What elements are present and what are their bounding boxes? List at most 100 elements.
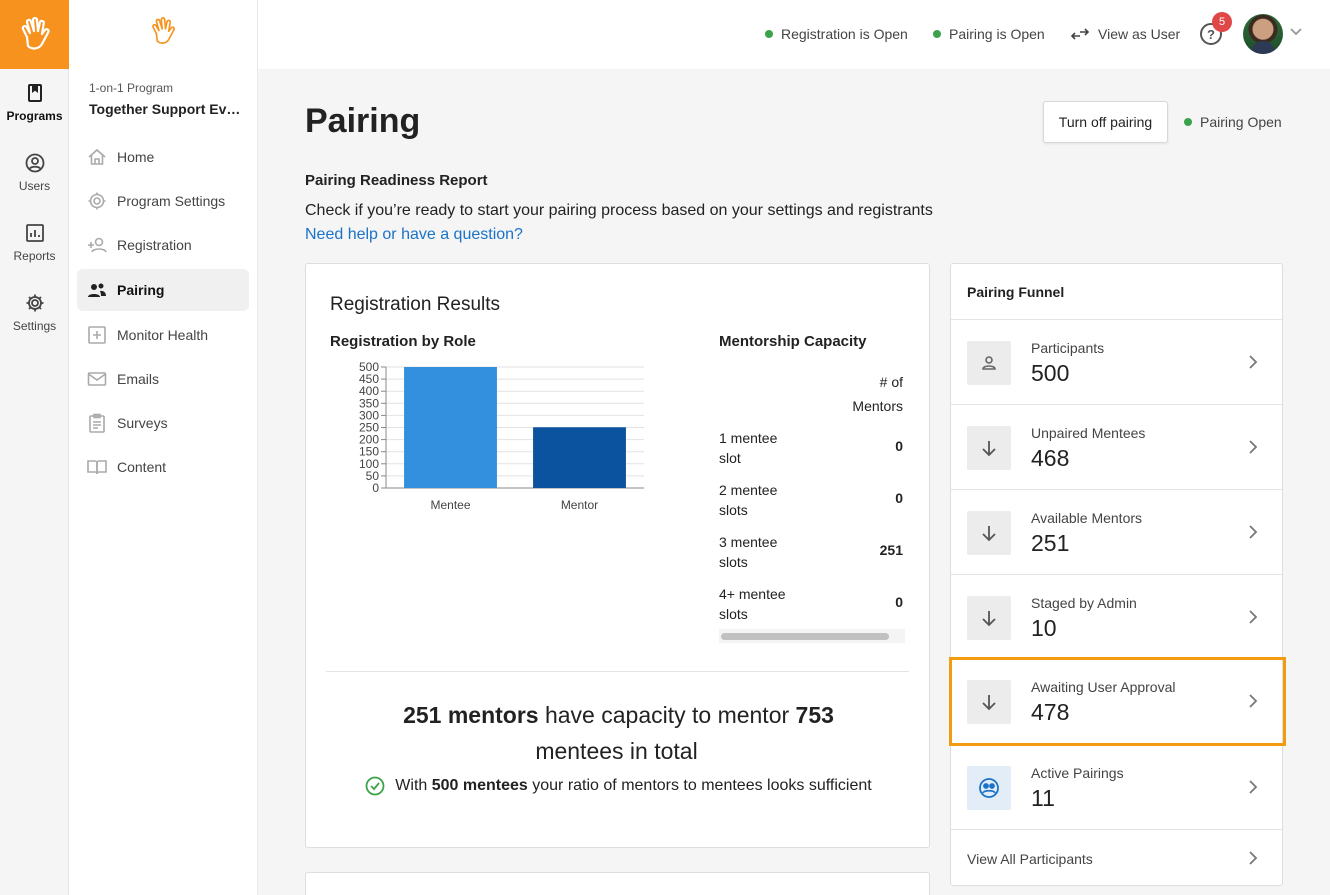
- bar-chart-icon: [25, 224, 44, 242]
- sidebar-item-monitor-health[interactable]: Monitor Health: [77, 314, 249, 356]
- y-tick-label: 300: [359, 408, 379, 422]
- person-icon: [982, 356, 996, 370]
- rail-item-settings[interactable]: Settings: [0, 293, 69, 333]
- rail-item-users[interactable]: Users: [0, 153, 69, 193]
- y-tick-label: 0: [372, 481, 379, 495]
- arrow-down-icon: [982, 611, 996, 627]
- sidebar-item-home[interactable]: Home: [77, 136, 249, 178]
- chevron-right-icon: [1249, 440, 1258, 454]
- registration-by-role-title: Registration by Role: [330, 333, 476, 350]
- hand-logo-icon: [152, 17, 175, 44]
- gear-icon: [88, 192, 106, 210]
- mail-icon: [87, 372, 107, 386]
- y-tick-label: 150: [359, 445, 379, 459]
- sidebar-item-content[interactable]: Content: [77, 446, 249, 488]
- rail-item-programs[interactable]: Programs: [0, 70, 69, 140]
- funnel-row-unpaired-mentees[interactable]: Unpaired Mentees 468: [951, 404, 1282, 489]
- app-logo[interactable]: [0, 0, 69, 69]
- registration-results-card: Registration Results Registration by Rol…: [305, 263, 930, 848]
- check-circle-icon: [365, 776, 385, 796]
- sidebar-item-label: Pairing: [117, 282, 165, 298]
- scrollbar-thumb[interactable]: [721, 633, 889, 640]
- y-tick-label: 400: [359, 384, 379, 398]
- status-dot-icon: [1184, 118, 1192, 126]
- registration-status: Registration is Open: [765, 26, 908, 42]
- program-sidebar: 1-on-1 Program Together Support Ev… Home…: [69, 0, 258, 895]
- home-icon: [88, 148, 106, 165]
- rail-item-label: Settings: [12, 319, 57, 333]
- status-dot-icon: [765, 30, 773, 38]
- arrow-down-icon: [982, 695, 996, 711]
- sidebar-item-program-settings[interactable]: Program Settings: [77, 180, 249, 222]
- sidebar-item-label: Emails: [117, 371, 160, 387]
- capacity-scrollbar[interactable]: [719, 629, 905, 643]
- x-tick-label: Mentee: [430, 498, 470, 512]
- sidebar-item-label: Home: [117, 149, 155, 165]
- sidebar-item-label: Content: [117, 459, 167, 475]
- rail-item-reports[interactable]: Reports: [0, 223, 69, 263]
- chevron-right-icon: [1249, 694, 1258, 708]
- funnel-row-participants[interactable]: Participants 500: [951, 319, 1282, 404]
- mentorship-capacity-title: Mentorship Capacity: [719, 333, 867, 350]
- sidebar-item-surveys[interactable]: Surveys: [77, 402, 249, 444]
- arrow-down-icon: [982, 526, 996, 542]
- y-tick-label: 350: [359, 396, 379, 410]
- add-user-icon: [88, 237, 107, 253]
- funnel-row-active-pairings[interactable]: Active Pairings 11: [951, 744, 1282, 829]
- funnel-row-available-mentors[interactable]: Available Mentors 251: [951, 489, 1282, 574]
- pairing-funnel-card: Pairing Funnel Participants 500 Unpaired…: [949, 263, 1286, 886]
- book-icon: [27, 84, 42, 102]
- y-tick-label: 500: [359, 360, 379, 374]
- health-cross-icon: [88, 326, 106, 344]
- user-circle-icon: [25, 153, 44, 173]
- hand-logo-icon: [21, 16, 50, 50]
- help-icon[interactable]: ?: [1200, 23, 1222, 45]
- program-type: 1-on-1 Program: [89, 81, 174, 95]
- bar-mentor: [533, 427, 626, 488]
- capacity-header: # of Mentors: [852, 374, 903, 414]
- chevron-right-icon: [1249, 610, 1258, 624]
- sidebar-item-emails[interactable]: Emails: [77, 358, 249, 400]
- pairing-funnel-title: Pairing Funnel: [967, 284, 1065, 300]
- status-dot-icon: [933, 30, 941, 38]
- view-all-participants-link[interactable]: View All Participants: [951, 829, 1282, 886]
- notification-badge: 5: [1212, 12, 1232, 32]
- funnel-row-awaiting-user-approval[interactable]: Awaiting User Approval 478: [949, 657, 1286, 746]
- capacity-summary: 251 mentors have capacity to mentor 753 …: [403, 702, 834, 764]
- rail-item-label: Reports: [13, 249, 56, 263]
- sidebar-item-label: Registration: [117, 237, 192, 253]
- book-open-icon: [87, 460, 107, 475]
- y-tick-label: 250: [359, 421, 379, 435]
- bar-mentee: [404, 367, 497, 488]
- avatar[interactable]: [1243, 14, 1283, 54]
- secondary-card: [305, 872, 930, 895]
- y-tick-label: 100: [359, 457, 379, 471]
- turn-off-pairing-button[interactable]: Turn off pairing: [1043, 101, 1168, 143]
- chevron-right-icon: [1249, 780, 1258, 794]
- sidebar-item-label: Program Settings: [117, 193, 226, 209]
- report-description: Check if you’re ready to start your pair…: [305, 202, 933, 219]
- gear-icon: [26, 294, 43, 312]
- page-title: Pairing: [305, 102, 421, 140]
- program-name: Together Support Ev…: [89, 101, 241, 117]
- sidebar-item-registration[interactable]: Registration: [77, 224, 249, 266]
- y-tick-label: 450: [359, 372, 379, 386]
- arrow-down-icon: [982, 441, 996, 457]
- help-link[interactable]: Need help or have a question?: [305, 226, 523, 243]
- top-bar: Registration is Open Pairing is Open Vie…: [258, 0, 1330, 69]
- chevron-down-icon[interactable]: [1289, 27, 1303, 37]
- divider: [326, 671, 909, 672]
- view-as-user-button[interactable]: View as User: [1070, 26, 1180, 42]
- report-title: Pairing Readiness Report: [305, 172, 488, 189]
- sidebar-item-pairing[interactable]: Pairing: [77, 269, 249, 311]
- registration-results-title: Registration Results: [330, 294, 501, 315]
- swap-arrows-icon: [1070, 28, 1090, 40]
- chevron-right-icon: [1249, 525, 1258, 539]
- x-tick-label: Mentor: [561, 498, 598, 512]
- funnel-row-staged-by-admin[interactable]: Staged by Admin 10: [951, 574, 1282, 659]
- chevron-right-icon: [1249, 851, 1258, 865]
- ratio-status: With 500 mentees your ratio of mentors t…: [306, 776, 931, 796]
- clipboard-icon: [89, 413, 105, 433]
- y-tick-label: 50: [366, 469, 380, 483]
